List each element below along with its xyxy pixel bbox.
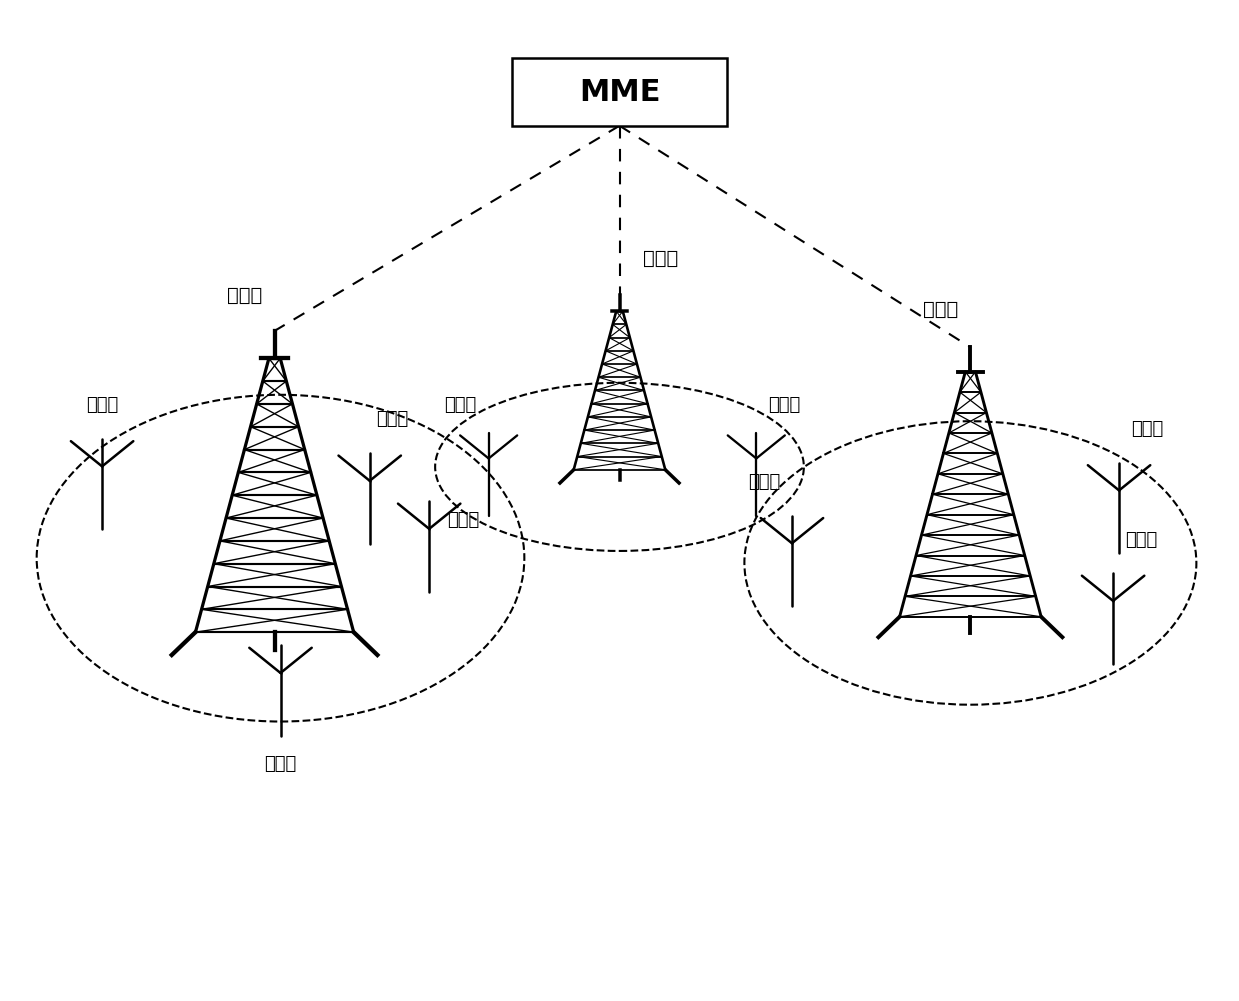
Text: 微基站: 微基站: [264, 755, 296, 773]
Text: 微基站: 微基站: [1125, 531, 1157, 549]
FancyBboxPatch shape: [513, 58, 726, 126]
Text: 宏基站: 宏基站: [228, 286, 263, 305]
Text: 微基站: 微基站: [447, 511, 479, 529]
Text: 微基站: 微基站: [1131, 420, 1163, 438]
Text: 微基站: 微基站: [768, 396, 800, 414]
Text: 微基站: 微基站: [85, 396, 118, 414]
Text: 微基站: 微基站: [748, 472, 781, 490]
Text: 微基站: 微基站: [445, 396, 477, 414]
Text: 宏基站: 宏基站: [643, 249, 679, 268]
Text: 宏基站: 宏基站: [923, 300, 959, 319]
Text: 微基站: 微基站: [375, 410, 408, 428]
Text: MME: MME: [579, 78, 660, 106]
